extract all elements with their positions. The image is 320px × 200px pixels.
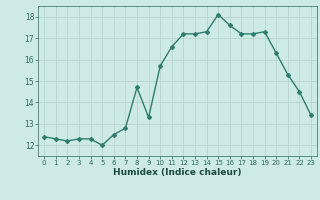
- X-axis label: Humidex (Indice chaleur): Humidex (Indice chaleur): [113, 168, 242, 177]
